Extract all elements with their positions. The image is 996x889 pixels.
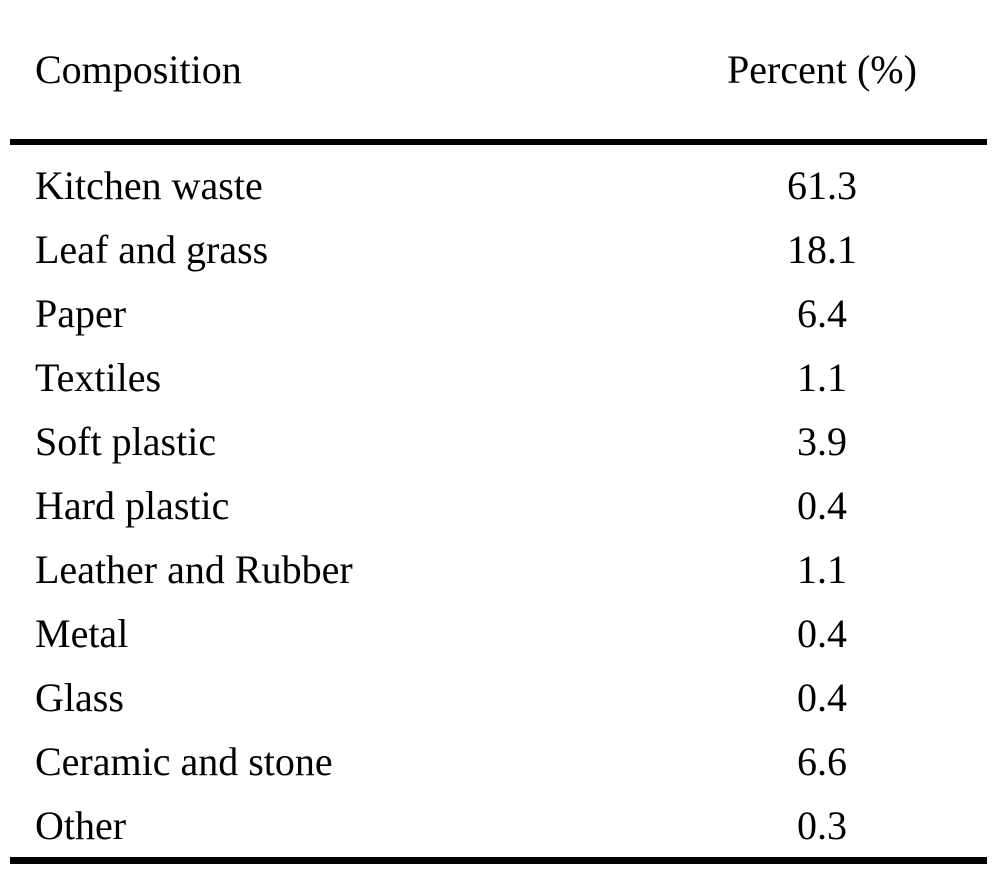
composition-cell: Soft plastic	[35, 418, 217, 464]
composition-table: Composition Percent (%) Kitchen waste 61…	[10, 0, 987, 864]
composition-cell: Textiles	[35, 354, 162, 400]
composition-cell: Kitchen waste	[35, 162, 263, 208]
table-row: Kitchen waste 61.3	[10, 153, 987, 217]
composition-cell: Leaf and grass	[35, 226, 269, 272]
composition-cell: Hard plastic	[35, 482, 230, 528]
composition-cell: Metal	[35, 610, 129, 656]
table-body: Kitchen waste 61.3 Leaf and grass 18.1 P…	[10, 139, 987, 864]
table-row: Leaf and grass 18.1	[10, 217, 987, 281]
percent-cell: 1.1	[797, 354, 847, 400]
composition-cell: Paper	[35, 290, 127, 336]
table-row: Leather and Rubber 1.1	[10, 537, 987, 601]
table-row: Soft plastic 3.9	[10, 409, 987, 473]
table-row: Glass 0.4	[10, 665, 987, 729]
composition-cell: Glass	[35, 674, 124, 720]
table-row: Hard plastic 0.4	[10, 473, 987, 537]
column-header-percent: Percent (%)	[727, 47, 917, 92]
percent-cell: 6.6	[797, 738, 847, 784]
percent-cell: 0.3	[797, 802, 847, 848]
column-header-composition: Composition	[35, 47, 242, 92]
table-row: Metal 0.4	[10, 601, 987, 665]
composition-cell: Leather and Rubber	[35, 546, 353, 592]
table-row: Other 0.3	[10, 793, 987, 857]
percent-cell: 0.4	[797, 674, 847, 720]
composition-cell: Other	[35, 802, 127, 848]
table-row: Ceramic and stone 6.6	[10, 729, 987, 793]
table-row: Paper 6.4	[10, 281, 987, 345]
percent-cell: 61.3	[787, 162, 857, 208]
percent-cell: 18.1	[787, 226, 857, 272]
percent-cell: 1.1	[797, 546, 847, 592]
percent-cell: 3.9	[797, 418, 847, 464]
table-header-row: Composition Percent (%)	[10, 0, 987, 139]
percent-cell: 0.4	[797, 482, 847, 528]
percent-cell: 6.4	[797, 290, 847, 336]
percent-cell: 0.4	[797, 610, 847, 656]
composition-cell: Ceramic and stone	[35, 738, 333, 784]
table-row: Textiles 1.1	[10, 345, 987, 409]
